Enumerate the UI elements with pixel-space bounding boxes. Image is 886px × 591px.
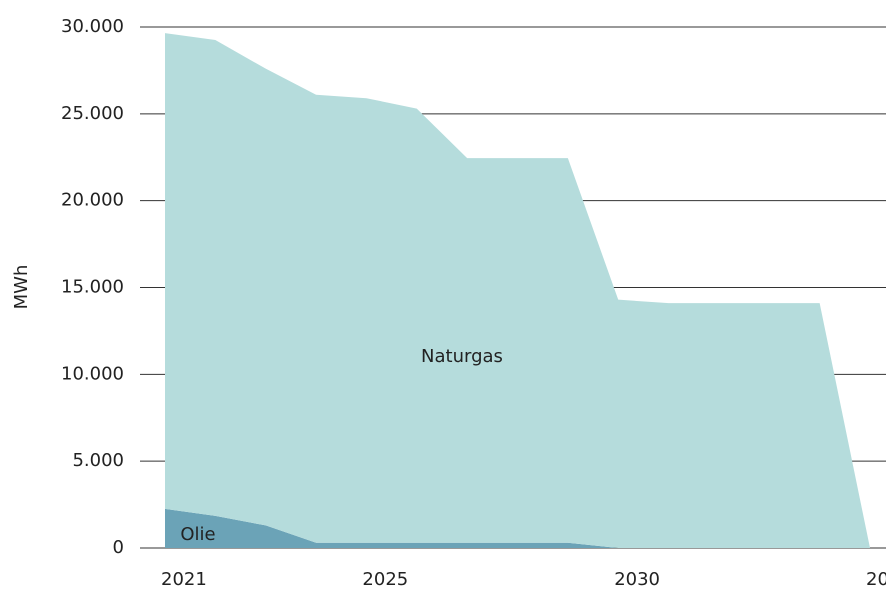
y-tick-label: 0 xyxy=(113,537,124,558)
y-tick-label: 10.000 xyxy=(61,363,124,384)
area-label: Naturgas xyxy=(421,346,503,367)
x-tick-label: 2035 xyxy=(866,569,886,590)
y-axis-label: MWh xyxy=(11,265,32,310)
area xyxy=(165,508,870,548)
x-tick-label: 2021 xyxy=(161,569,207,590)
x-tick-label: 2030 xyxy=(614,569,660,590)
y-tick-label: 5.000 xyxy=(72,450,124,471)
area-label: Olie xyxy=(180,524,215,545)
y-tick-label: 30.000 xyxy=(61,16,124,37)
y-tick-label: 20.000 xyxy=(61,190,124,211)
area xyxy=(165,33,870,549)
x-tick-label: 2025 xyxy=(362,569,408,590)
y-tick-label: 25.000 xyxy=(61,103,124,124)
y-tick-label: 15.000 xyxy=(61,277,124,298)
